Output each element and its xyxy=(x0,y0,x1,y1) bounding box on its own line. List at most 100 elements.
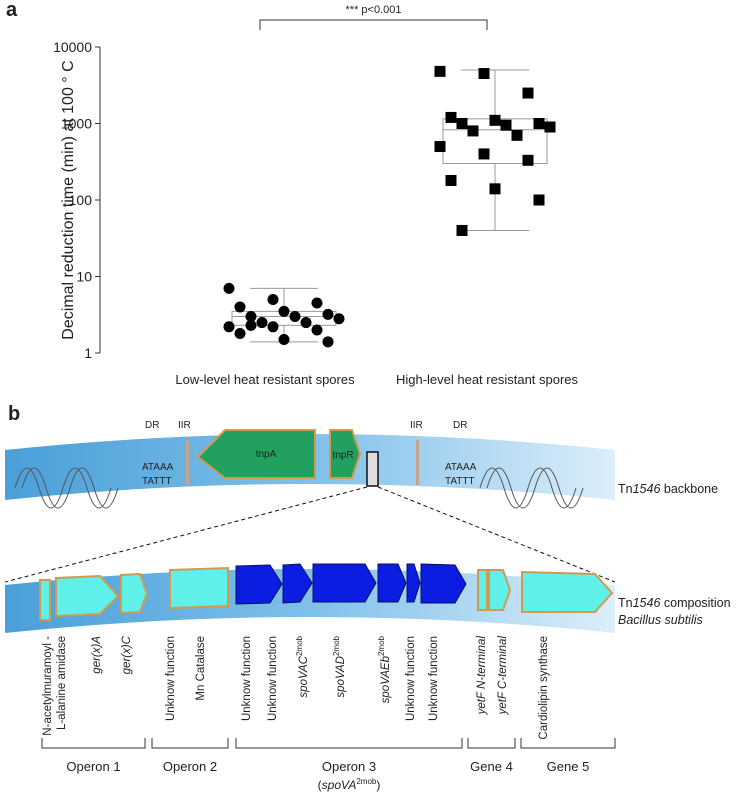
label-part: composition xyxy=(660,596,730,610)
data-point xyxy=(267,294,279,306)
iir-label: IIR xyxy=(178,420,191,431)
gene-label: Cardiolipin synthase xyxy=(538,636,550,740)
gene xyxy=(39,579,51,621)
backbone-wave xyxy=(14,467,112,509)
data-point xyxy=(434,65,446,77)
gene-label: Mn Catalase xyxy=(195,636,207,701)
backbone-label: Tn1546 backbone xyxy=(618,482,718,496)
data-point xyxy=(478,68,490,80)
gene-name: Mn Catalase xyxy=(195,636,207,701)
annotation: *** p<0.001 xyxy=(346,4,402,16)
data-point xyxy=(467,125,479,137)
label-part: spoVA xyxy=(322,778,357,792)
sequence: TATTT xyxy=(445,476,475,487)
sequence: ATAAA xyxy=(445,462,477,473)
data-point xyxy=(522,87,534,99)
group-sublabel: (spoVA2mob) xyxy=(318,777,381,792)
gene xyxy=(420,563,467,604)
gene-label: ger(x)A xyxy=(91,636,103,674)
group-bracket xyxy=(151,738,229,749)
gene-name: ger(x)C xyxy=(121,635,133,674)
data-point xyxy=(445,111,457,123)
data-point xyxy=(278,334,290,346)
gene xyxy=(55,574,120,618)
label-part: 1546 xyxy=(633,596,661,610)
gene-name: N-acetylmuramoyl - xyxy=(42,636,54,736)
data-point xyxy=(333,313,345,325)
gene-label: Unknow function xyxy=(165,636,177,721)
backbone-wave xyxy=(21,467,119,509)
gene-name: Unknow function xyxy=(241,636,253,721)
tnpR-gene xyxy=(329,429,362,479)
gene-label: L-alanine amidase xyxy=(56,636,68,730)
sequence: TATTT xyxy=(142,476,172,487)
data-point xyxy=(533,118,545,129)
label-part: ( xyxy=(318,778,322,792)
gene-label: spoVAC2mob xyxy=(295,635,310,697)
gene-label: Unknow function xyxy=(428,636,440,721)
data-point xyxy=(234,327,246,339)
gene xyxy=(235,564,283,605)
data-point xyxy=(223,321,235,333)
y-tick-label: 10000 xyxy=(53,39,92,55)
group-label: Operon 3 xyxy=(322,759,376,774)
gene-name: spoVAEb xyxy=(380,655,392,703)
data-point xyxy=(500,119,512,131)
gene-label: Unknow function xyxy=(267,636,279,721)
gene xyxy=(312,563,377,603)
gene-name: Cardiolipin synthase xyxy=(538,636,550,740)
group-bracket xyxy=(467,738,516,749)
genes xyxy=(235,563,467,605)
dr-label: DR xyxy=(145,420,159,431)
data-point xyxy=(489,114,501,126)
gene-name: spoVAC xyxy=(298,655,310,697)
data-point xyxy=(533,194,545,206)
data-point xyxy=(456,118,468,129)
data-point xyxy=(511,129,523,141)
group-label: Gene 5 xyxy=(547,759,590,774)
gene xyxy=(120,572,149,615)
tnpA-gene xyxy=(196,429,316,479)
data-point xyxy=(489,183,501,195)
group-label: Operon 1 xyxy=(66,759,120,774)
gene xyxy=(282,563,313,604)
genes xyxy=(39,566,614,621)
gene-name: Unknow function xyxy=(405,636,417,721)
gene-superscript: 2mob xyxy=(295,635,304,656)
gene-name: spoVAD xyxy=(335,656,347,698)
x-tick-label: Low-level heat resistant spores xyxy=(175,372,355,387)
data-point xyxy=(245,319,257,331)
gene-label: yetF N-terminal xyxy=(476,636,488,716)
y-tick-label: 1000 xyxy=(61,116,92,132)
label-part: 1546 xyxy=(633,482,661,496)
gene-name: yetF N-terminal xyxy=(476,636,488,716)
data-point xyxy=(322,308,334,320)
data-point xyxy=(456,224,468,236)
group-bracket xyxy=(235,738,463,749)
panel-label: a xyxy=(6,0,18,21)
backbone-wave xyxy=(486,467,584,509)
insert-box xyxy=(366,451,379,487)
gene-diagram: DR IIR ATAAA TATTT tnpA tnpR IIR DR ATAA… xyxy=(4,420,731,633)
label-part: Tn xyxy=(618,482,633,496)
dr-label: DR xyxy=(453,420,467,431)
data-point xyxy=(245,311,257,323)
gene-label: tnpR xyxy=(332,450,353,461)
group-bracket xyxy=(520,738,616,749)
data-point xyxy=(256,317,268,329)
composition-label: Tn1546 composition xyxy=(618,596,731,610)
iir-mark xyxy=(186,440,189,485)
gene-superscript: 2mob xyxy=(332,635,341,656)
label-part: backbone xyxy=(660,482,718,496)
data-point xyxy=(522,154,534,166)
data-point xyxy=(289,311,301,323)
data-point xyxy=(311,324,323,336)
gene-label: tnpA xyxy=(256,449,277,460)
zoom-line xyxy=(377,486,616,583)
gene-name: yetF C-terminal xyxy=(497,636,509,716)
gene xyxy=(377,563,407,603)
data-point xyxy=(234,301,246,313)
group-bracket xyxy=(41,738,146,749)
label-part: 2mob xyxy=(356,777,377,786)
